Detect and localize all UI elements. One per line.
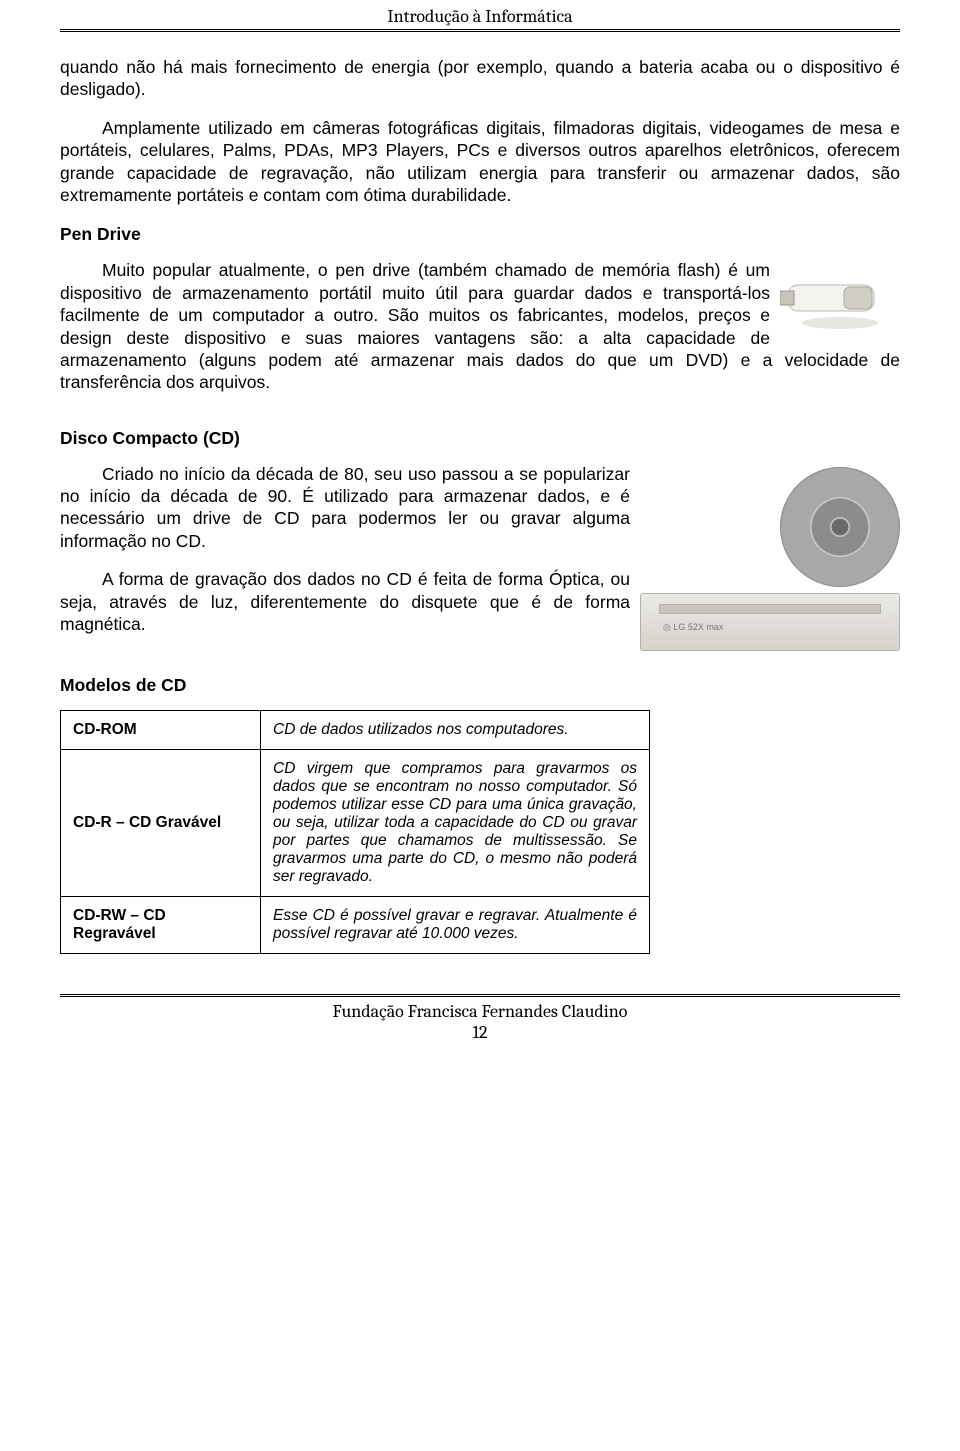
cd-models-table: CD-ROM CD de dados utilizados nos comput…	[60, 710, 650, 954]
cd-desc-cell: CD de dados utilizados nos computadores.	[261, 710, 650, 749]
cd-disc-icon	[780, 467, 900, 587]
pendrive-image	[780, 263, 900, 333]
page-header-title: Introdução à Informática	[60, 0, 900, 29]
cd-desc-cell: CD virgem que compramos para gravarmos o…	[261, 749, 650, 896]
cd-name-cell: CD-R – CD Gravável	[61, 749, 261, 896]
table-row: CD-R – CD Gravável CD virgem que compram…	[61, 749, 650, 896]
header-rule	[60, 29, 900, 32]
paragraph-3: Muito popular atualmente, o pen drive (t…	[60, 259, 900, 393]
cd-drive-label: ◎ LG 52X max	[663, 622, 723, 633]
paragraph-2: Amplamente utilizado em câmeras fotográf…	[60, 117, 900, 207]
cd-name-cell: CD-ROM	[61, 710, 261, 749]
cd-drive-icon: ◎ LG 52X max	[640, 593, 900, 651]
cd-images: ◎ LG 52X max	[640, 467, 900, 651]
table-row: CD-RW – CD Regravável Esse CD é possível…	[61, 896, 650, 953]
footer-page-number: 12	[60, 1022, 900, 1043]
heading-models: Modelos de CD	[60, 675, 900, 696]
cd-name-cell: CD-RW – CD Regravável	[61, 896, 261, 953]
paragraph-1: quando não há mais fornecimento de energ…	[60, 56, 900, 101]
heading-pendrive: Pen Drive	[60, 224, 900, 245]
cd-desc-cell: Esse CD é possível gravar e regravar. At…	[261, 896, 650, 953]
footer-org: Fundação Francisca Fernandes Claudino	[60, 997, 900, 1022]
heading-cd: Disco Compacto (CD)	[60, 428, 900, 449]
table-row: CD-ROM CD de dados utilizados nos comput…	[61, 710, 650, 749]
